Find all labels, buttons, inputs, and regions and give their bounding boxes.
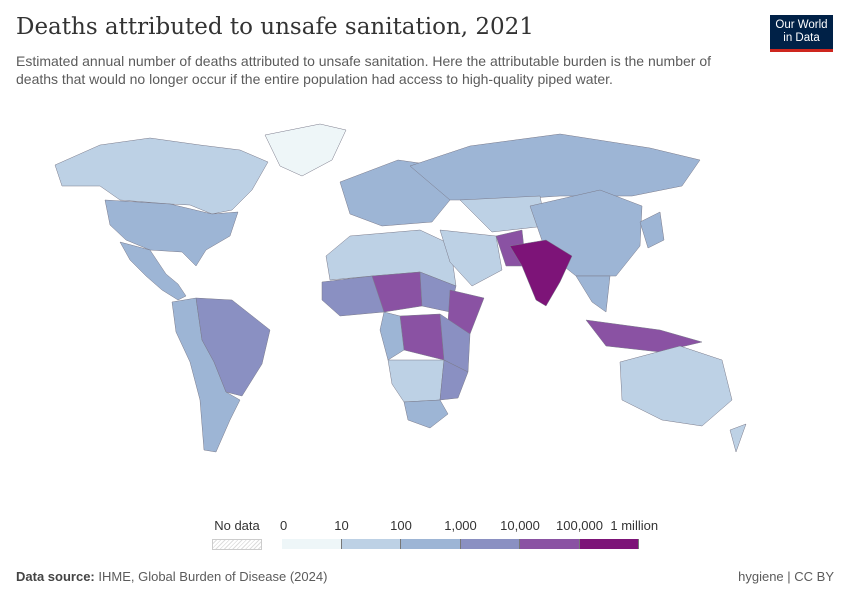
legend-no-data-swatch[interactable] xyxy=(212,539,262,550)
legend-bin-0[interactable] xyxy=(282,539,342,549)
map-region[interactable] xyxy=(119,241,187,301)
logo-line-1: Our World xyxy=(775,19,828,31)
legend-tick-label: 100,000 xyxy=(556,518,603,533)
map-region[interactable] xyxy=(387,359,445,403)
footer-tags[interactable]: hygiene | CC BY xyxy=(738,569,834,584)
map-region[interactable] xyxy=(585,319,703,353)
source-label: Data source: xyxy=(16,569,95,584)
legend-bin-5[interactable] xyxy=(579,539,639,549)
owid-logo[interactable]: Our World in Data xyxy=(770,15,833,52)
legend-tick-label: 1,000 xyxy=(444,518,477,533)
map-region[interactable] xyxy=(439,229,503,287)
legend-tick-label: 100 xyxy=(390,518,412,533)
map-region[interactable] xyxy=(195,297,271,397)
legend-bin-2[interactable] xyxy=(401,539,461,549)
legend-bin-1[interactable] xyxy=(341,539,401,549)
footer-source: Data source: IHME, Global Burden of Dise… xyxy=(16,569,327,584)
legend-tick-label: 0 xyxy=(280,518,288,533)
chart-subtitle: Estimated annual number of deaths attrib… xyxy=(16,53,711,87)
map-region[interactable] xyxy=(399,313,445,361)
map-region[interactable] xyxy=(439,359,469,401)
legend-tick-label: 10 xyxy=(334,518,349,533)
logo-line-2: in Data xyxy=(783,32,820,44)
legend-bin-3[interactable] xyxy=(460,539,520,549)
source-text[interactable]: IHME, Global Burden of Disease (2024) xyxy=(98,569,328,584)
map-region[interactable] xyxy=(264,123,347,177)
legend-bin-4[interactable] xyxy=(520,539,580,549)
map-region[interactable] xyxy=(619,345,733,427)
map-region[interactable] xyxy=(575,275,611,313)
map-region[interactable] xyxy=(639,211,665,249)
map-region[interactable] xyxy=(54,137,269,215)
map-region[interactable] xyxy=(409,133,701,201)
legend-no-data-label: No data xyxy=(214,518,260,533)
legend-tick-label: 10,000 xyxy=(500,518,540,533)
chart-title: Deaths attributed to unsafe sanitation, … xyxy=(16,14,534,40)
map-region[interactable] xyxy=(321,275,385,317)
map-region[interactable] xyxy=(729,423,747,453)
map-region[interactable] xyxy=(104,199,239,267)
legend-tick-label: 1 million xyxy=(610,518,659,533)
map-region[interactable] xyxy=(403,399,449,429)
map-region[interactable] xyxy=(379,311,405,361)
map-region[interactable] xyxy=(509,239,573,307)
